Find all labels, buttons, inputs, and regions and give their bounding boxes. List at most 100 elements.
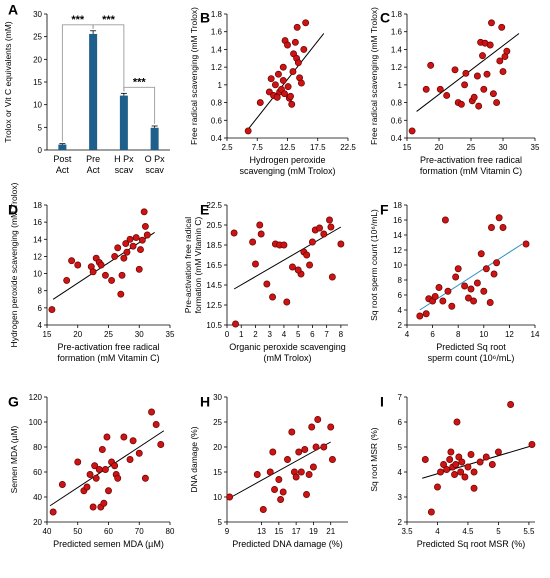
- G-y-tick-label: 100: [29, 418, 43, 427]
- D-point-5: [89, 268, 97, 276]
- B-y-tick-label: 1: [218, 81, 223, 90]
- B-x-tick-label: 17.5: [310, 143, 326, 152]
- E-point-11: [283, 298, 291, 306]
- A-bar-0: [58, 144, 67, 150]
- G-point-1: [58, 481, 66, 488]
- A-significance-bracket-0: [61, 24, 94, 142]
- G-y-tick-label: 120: [29, 393, 43, 402]
- E-point-2: [249, 238, 257, 246]
- H-point-0: [226, 493, 234, 501]
- I-y-tick-label: 4: [398, 468, 403, 477]
- C-x-tick-label: 25: [467, 143, 476, 152]
- H-x-tick-label: 21: [326, 527, 335, 536]
- D-x-tick-label: 25: [104, 330, 113, 339]
- G-point-17: [111, 462, 119, 470]
- I-point-10: [452, 461, 460, 468]
- F-y-tick-label: 16: [393, 216, 402, 225]
- B-point-28: [302, 19, 310, 27]
- I-point-9: [451, 471, 458, 478]
- B-x-axis-title: Hydrogen peroxide: [249, 155, 325, 165]
- H-point-9: [284, 456, 291, 463]
- F-point-16: [473, 279, 481, 287]
- B-point-0: [244, 127, 252, 135]
- F-y-tick-label: 12: [393, 246, 402, 255]
- I-y-tick-label: 7: [398, 393, 403, 402]
- F-point-22: [490, 270, 498, 278]
- B-x-tick-label: 7.5: [252, 143, 264, 152]
- E-x-axis-title: Organic peroxide scavenging: [229, 342, 346, 352]
- G-y-tick-label: 20: [33, 518, 42, 527]
- E-point-4: [256, 221, 264, 229]
- H-x-tick-label: 19: [309, 527, 318, 536]
- E-x-tick-label: 1: [239, 330, 244, 339]
- D-point-18: [126, 235, 134, 243]
- A-y-tick-label: 15: [33, 78, 42, 87]
- D-y-axis-title: Hydrogen peroxide scavenging (mM Trolox): [9, 182, 19, 347]
- F-y-tick-label: 10: [393, 261, 402, 270]
- C-point-20: [488, 19, 495, 27]
- F-y-tick-label: 2: [398, 321, 403, 330]
- H-point-13: [295, 448, 303, 456]
- H-trend-line: [229, 441, 331, 499]
- E-point-17: [308, 238, 316, 246]
- H-point-17: [305, 471, 313, 478]
- E-y-tick-label: 16.5: [206, 261, 222, 270]
- F-x-axis-title: sperm count (10⁶/mL): [428, 353, 515, 363]
- B-y-tick-label: 1.2: [211, 63, 223, 72]
- I-point-11: [453, 418, 461, 426]
- D-point-26: [143, 231, 151, 239]
- H-point-20: [314, 416, 322, 423]
- D-point-24: [140, 208, 148, 216]
- G-point-5: [86, 471, 94, 478]
- E-point-12: [289, 263, 296, 271]
- E-point-5: [257, 230, 265, 238]
- D-y-tick-label: 16: [33, 218, 42, 227]
- B-x-tick-label: 12.5: [280, 143, 296, 152]
- H-y-tick-label: 25: [213, 418, 222, 427]
- B-y-tick-label: 0.4: [211, 134, 223, 143]
- B-point-3: [267, 75, 275, 83]
- G-point-25: [148, 408, 155, 416]
- A-category-label: Pre: [86, 154, 100, 164]
- E-point-3: [252, 260, 259, 268]
- E-y-tick-label: 22.5: [206, 201, 222, 210]
- D-point-10: [108, 276, 116, 284]
- C-x-tick-label: 20: [435, 143, 444, 152]
- E-x-tick-label: 4: [282, 330, 287, 339]
- D-point-17: [123, 248, 131, 256]
- G-point-15: [105, 487, 112, 495]
- D-y-tick-label: 10: [33, 270, 42, 279]
- F-point-14: [467, 285, 475, 293]
- B-point-23: [293, 23, 301, 31]
- C-point-24: [498, 23, 506, 31]
- A-category-label: scav: [145, 165, 164, 175]
- E-x-tick-label: 0: [225, 330, 230, 339]
- C-point-3: [436, 85, 444, 93]
- A-y-tick-label: 20: [33, 55, 42, 64]
- I-point-12: [455, 453, 463, 461]
- F-point-19: [482, 265, 490, 273]
- C-point-9: [462, 69, 470, 77]
- F-point-24: [495, 214, 503, 222]
- A-y-tick-label: 10: [33, 101, 42, 110]
- F-point-7: [441, 216, 449, 224]
- B-x-tick-label: 2.5: [221, 143, 233, 152]
- H-point-14: [297, 468, 305, 476]
- E-x-tick-label: 2: [253, 330, 258, 339]
- F-x-tick-label: 6: [430, 330, 435, 339]
- D-point-13: [117, 290, 125, 298]
- G-point-6: [89, 503, 97, 511]
- G-point-12: [100, 499, 108, 507]
- I-point-4: [440, 461, 448, 468]
- H-point-21: [320, 443, 328, 451]
- B-point-1: [256, 99, 264, 107]
- G-point-9: [95, 466, 103, 473]
- D-x-tick-label: 20: [73, 330, 82, 339]
- G-x-tick-label: 40: [43, 527, 52, 536]
- D-point-2: [68, 257, 76, 265]
- E-y-tick-label: 10.5: [206, 321, 222, 330]
- B-point-12: [281, 90, 288, 98]
- C-y-tick-label: 1: [398, 81, 403, 90]
- C-point-13: [475, 102, 483, 110]
- H-y-tick-label: 30: [213, 393, 222, 402]
